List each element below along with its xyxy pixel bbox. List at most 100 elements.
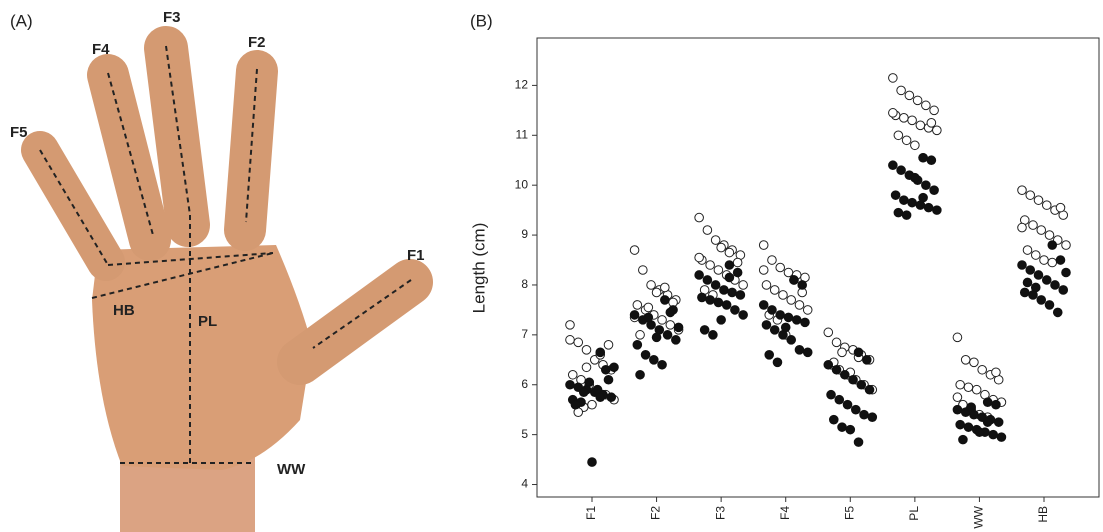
data-point [702,275,713,285]
data-point [772,357,783,368]
y-tick-label: 6 [521,377,528,391]
data-point [565,320,575,330]
data-point [958,434,968,445]
data-point [705,260,715,270]
data-point [826,389,836,400]
y-tick-label: 7 [521,327,528,341]
data-point [982,397,993,408]
data-point [565,379,575,390]
data-point [1039,255,1049,265]
data-point [893,207,904,218]
data-point [859,409,869,420]
data-point [1017,222,1027,233]
data-point [831,364,842,375]
x-tick-label: WW [972,505,986,528]
data-point [797,280,808,290]
data-point [671,335,681,345]
data-point [901,135,912,146]
data-point [1041,275,1052,285]
data-point [1017,185,1027,195]
x-tick-label: PL [907,506,921,521]
data-point [738,310,748,320]
y-tick-label: 9 [521,227,528,241]
data-point [929,185,939,195]
data-point [794,345,805,355]
measure-label: F5 [10,124,28,141]
data-point [923,202,934,213]
data-point [864,384,875,395]
data-point [699,325,710,335]
data-point [901,210,912,220]
data-point [834,394,845,405]
data-point [603,374,614,385]
data-point [969,357,979,368]
data-point [952,332,963,343]
x-tick-label: F2 [649,506,663,520]
data-point [993,417,1004,427]
data-point [632,340,643,350]
data-point [1058,285,1069,295]
data-point [694,252,704,263]
data-point [982,417,993,427]
data-point [638,265,648,275]
data-point [899,195,909,205]
data-point [907,115,917,126]
data-point [643,312,654,323]
data-point [778,290,788,300]
data-point [888,108,898,118]
data-point [853,437,864,447]
data-point [646,280,656,290]
data-point [918,192,928,203]
data-point [856,379,867,390]
data-point [775,262,786,273]
data-point [823,327,834,338]
data-point [587,457,597,467]
data-point [764,350,775,360]
data-point [932,125,942,136]
data-point [991,367,1001,378]
data-point [705,295,715,305]
data-point [581,362,592,373]
data-point [783,267,794,278]
data-point [966,402,976,412]
data-point [649,354,659,365]
data-point [921,100,931,111]
data-point [890,190,901,200]
data-point [842,399,853,410]
data-point [1022,245,1033,255]
data-point [896,165,906,176]
data-point [738,280,748,290]
x-tick-label: F4 [778,506,792,520]
data-point [955,379,965,390]
data-point [697,292,707,303]
panel-label: (A) [10,11,33,30]
data-point [899,113,909,123]
data-point [963,382,974,393]
measure-label: PL [198,313,217,330]
data-point [775,310,786,320]
data-point [724,260,735,270]
data-point [971,384,982,395]
data-point [988,429,998,440]
data-point [716,315,726,325]
data-point [732,267,743,278]
data-point [694,270,704,280]
data-point [888,73,898,83]
data-point [1044,230,1055,240]
data-point [767,255,777,265]
data-point [786,335,797,345]
data-point [651,287,662,298]
data-point [963,422,974,432]
data-point [732,257,743,268]
data-point [1047,240,1058,250]
data-point [1061,267,1071,278]
data-point [918,152,928,163]
data-point [1055,202,1066,213]
data-point [767,305,777,315]
data-point [991,399,1001,410]
y-tick-label: 8 [521,277,528,291]
measure-label: HB [113,302,135,319]
data-point [710,280,721,290]
data-point [839,369,850,380]
data-point [665,307,676,318]
